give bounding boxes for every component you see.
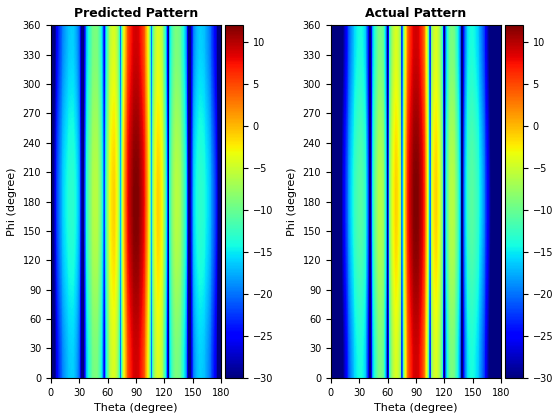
Y-axis label: Phi (degree): Phi (degree) xyxy=(287,167,297,236)
Title: Predicted Pattern: Predicted Pattern xyxy=(74,7,198,20)
Y-axis label: Phi (degree): Phi (degree) xyxy=(7,167,17,236)
X-axis label: Theta (degree): Theta (degree) xyxy=(94,403,178,413)
Title: Actual Pattern: Actual Pattern xyxy=(366,7,466,20)
X-axis label: Theta (degree): Theta (degree) xyxy=(374,403,458,413)
